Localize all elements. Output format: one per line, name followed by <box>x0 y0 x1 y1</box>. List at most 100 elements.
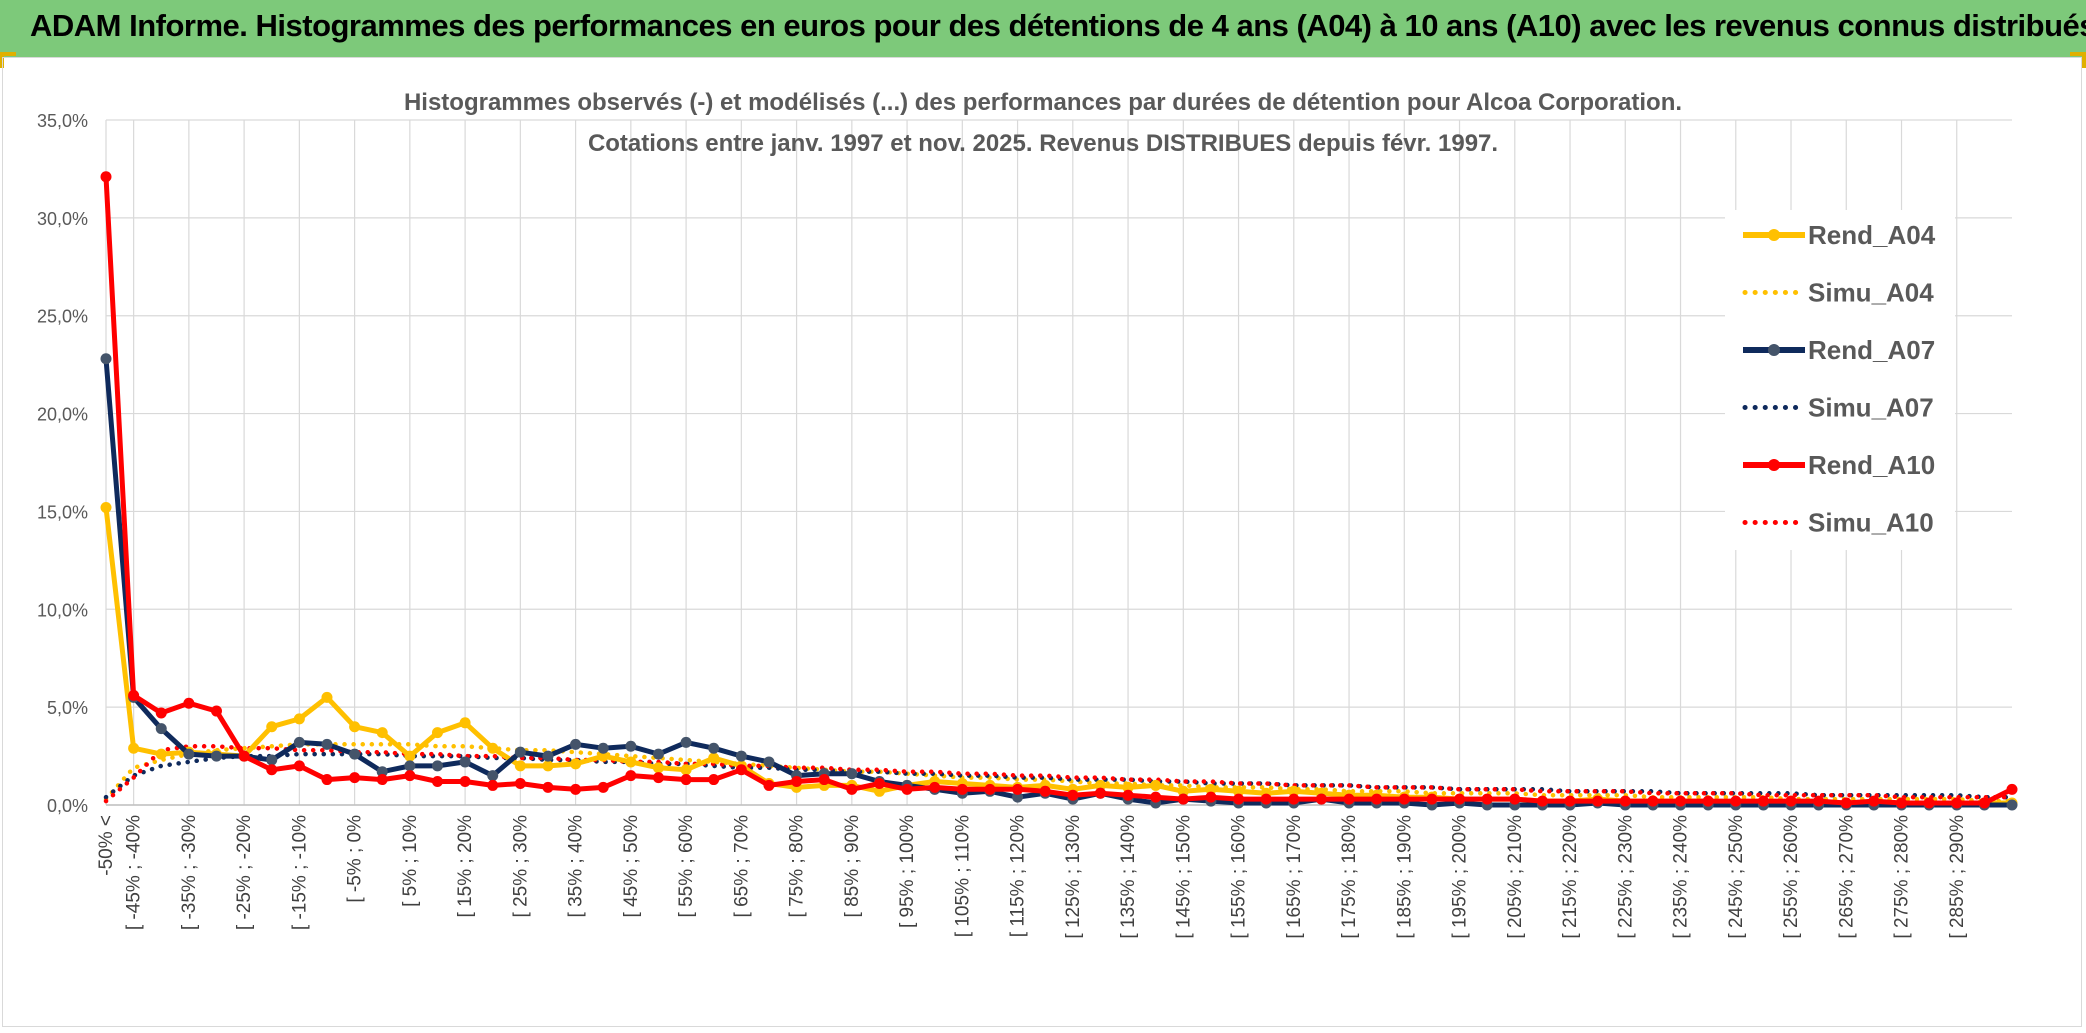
legend-box <box>1725 210 1955 550</box>
y-tick-label: 20,0% <box>37 405 88 425</box>
data-point <box>1813 795 1825 807</box>
data-point <box>652 762 664 774</box>
plot-series <box>100 171 2018 811</box>
data-point <box>1039 785 1051 797</box>
data-point <box>293 736 305 748</box>
data-point <box>680 736 692 748</box>
data-point <box>1205 783 1217 795</box>
data-point <box>459 756 471 768</box>
data-point <box>597 781 609 793</box>
data-point <box>266 764 278 776</box>
data-point <box>542 760 554 772</box>
data-point <box>873 777 885 789</box>
x-tick-label: [ 205% ; 210% <box>1505 815 1526 939</box>
data-point <box>266 754 278 766</box>
data-point <box>1730 795 1742 807</box>
data-point <box>2006 799 2018 811</box>
data-point <box>431 727 443 739</box>
data-point <box>1315 793 1327 805</box>
x-tick-label: -50% < <box>96 815 117 876</box>
data-point <box>846 783 858 795</box>
legend-marker <box>1768 344 1780 356</box>
data-point <box>1094 787 1106 799</box>
data-point <box>1868 795 1880 807</box>
series-line <box>103 176 2014 806</box>
data-point <box>1205 791 1217 803</box>
data-point <box>1177 793 1189 805</box>
data-point <box>1371 793 1383 805</box>
data-point <box>680 774 692 786</box>
data-point <box>1426 793 1438 805</box>
data-point <box>2006 783 2018 795</box>
x-tick-label: [ 15% ; 20% <box>455 815 476 918</box>
x-tick-label: [ 5% ; 10% <box>400 815 421 907</box>
data-point <box>763 756 775 768</box>
y-axis: 0,0% 5,0% 10,0% 15,0% 20,0% 25,0% 30,0% 35,0% <box>37 111 88 816</box>
legend-item-Rend_A10: Rend_A10 <box>1743 450 1935 480</box>
series-line <box>103 744 2015 804</box>
x-tick-label: [ 75% ; 80% <box>787 815 808 918</box>
data-point <box>1012 791 1024 803</box>
x-tick-label: [ 265% ; 270% <box>1836 815 1857 939</box>
data-point <box>1481 793 1493 805</box>
data-point <box>570 738 582 750</box>
data-point <box>210 705 222 717</box>
data-point <box>1122 789 1134 801</box>
data-point <box>349 748 361 760</box>
data-point <box>542 781 554 793</box>
data-point <box>956 783 968 795</box>
data-point <box>652 772 664 784</box>
data-point <box>873 785 885 797</box>
data-point <box>1260 793 1272 805</box>
data-point <box>735 764 747 776</box>
legend-label: Rend_A10 <box>1808 450 1935 480</box>
legend-item-Simu_A07: Simu_A07 <box>1742 393 1934 423</box>
data-point <box>431 776 443 788</box>
data-point <box>763 779 775 791</box>
x-tick-label: [ 45% ; 50% <box>621 815 642 918</box>
data-point <box>349 721 361 733</box>
y-tick-label: 30,0% <box>37 209 88 229</box>
x-tick-label: [ 175% ; 180% <box>1339 815 1360 939</box>
data-point <box>404 760 416 772</box>
legend-label: Rend_A04 <box>1808 220 1936 250</box>
chart-title: Histogrammes observés (-) et modélisés (… <box>404 89 1682 116</box>
data-point <box>100 171 112 183</box>
data-point <box>597 750 609 762</box>
data-point <box>1288 785 1300 797</box>
data-point <box>570 783 582 795</box>
data-point <box>1896 797 1908 809</box>
data-point <box>376 766 388 778</box>
x-tick-label: [ 245% ; 250% <box>1726 815 1747 939</box>
x-tick-label: [ -25% ; -20% <box>234 815 255 930</box>
data-point <box>1978 797 1990 809</box>
frame-corner-top-right <box>2070 52 2086 68</box>
data-point <box>708 742 720 754</box>
x-tick-label: [ 135% ; 140% <box>1118 815 1139 939</box>
data-point <box>708 774 720 786</box>
data-point <box>376 774 388 786</box>
data-point <box>1067 789 1079 801</box>
data-point <box>625 770 637 782</box>
data-point <box>818 774 830 786</box>
data-point <box>625 740 637 752</box>
data-point <box>1398 793 1410 805</box>
data-point <box>321 738 333 750</box>
data-point <box>100 353 112 365</box>
data-point <box>349 772 361 784</box>
x-tick-label: [ 165% ; 170% <box>1284 815 1305 939</box>
data-point <box>1177 785 1189 797</box>
data-point <box>155 723 167 735</box>
data-point <box>1509 793 1521 805</box>
x-tick-label: [ 65% ; 70% <box>731 815 752 918</box>
x-tick-label: [ 225% ; 230% <box>1615 815 1636 939</box>
data-point <box>1094 779 1106 791</box>
data-point <box>791 776 803 788</box>
legend-marker <box>1768 229 1780 241</box>
data-point <box>735 750 747 762</box>
x-tick-label: [ 55% ; 60% <box>676 815 697 918</box>
data-point <box>1343 793 1355 805</box>
y-tick-label: 0,0% <box>47 796 88 816</box>
data-point <box>1150 791 1162 803</box>
data-point <box>1923 797 1935 809</box>
